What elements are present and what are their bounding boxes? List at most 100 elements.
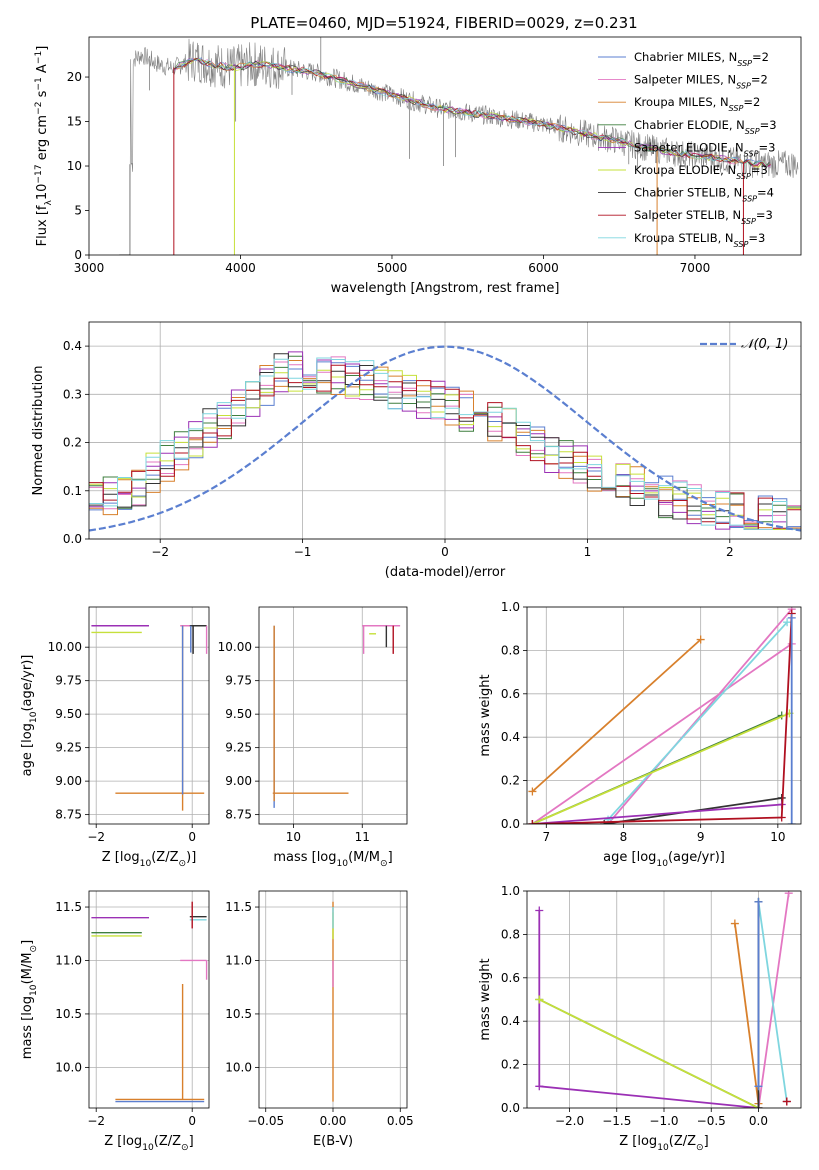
y-tick-label: 15	[67, 115, 82, 129]
legend-entry-sub: SSP	[742, 194, 757, 203]
y-tick-label: 0.6	[501, 687, 520, 701]
x-tick-label: 0	[188, 830, 196, 844]
legend-entry-sub: SSP	[737, 59, 752, 68]
y-tick-label: 8.75	[55, 808, 82, 822]
y-axis-label-part: Flux [f	[35, 205, 50, 246]
weight-point-marker	[782, 1097, 791, 1106]
x-tick-label: 7000	[680, 261, 711, 275]
mass_vs_Z-errorbars	[91, 901, 208, 1103]
x-axis-label: Z [log10(Z/Z⊙)]	[102, 850, 197, 869]
y-axis-label: mass [log10(M/M⊙]	[20, 940, 39, 1059]
model-spectrum	[175, 57, 771, 168]
y-tick-label: 0.2	[63, 436, 82, 450]
weight-point-marker	[787, 613, 796, 622]
weight-series-line	[607, 608, 793, 824]
legend-entry-sub: SSP	[741, 217, 756, 226]
x-tick-label: 11	[355, 830, 370, 844]
y-tick-label: 11.0	[225, 953, 252, 967]
x-tick-label: 6000	[528, 261, 559, 275]
x-axis-label-part: ]	[388, 850, 393, 865]
mass_vs_Z-axes: −2 0 10.0 10.5 11.0 11.5	[55, 891, 209, 1128]
y-tick-label: 9.75	[225, 674, 252, 688]
x-axis-label: mass [log10(M/M⊙]	[273, 850, 392, 869]
axes-frame	[88, 890, 210, 1109]
legend-entry: Kroupa ELODIE, NSSP=3	[634, 163, 768, 181]
x-axis-label: (data-model)/error	[385, 565, 506, 580]
legend-entry-value: =3	[760, 118, 777, 132]
weight-series-line	[757, 893, 790, 1108]
x-tick-label: −1.0	[649, 1114, 678, 1128]
y-axis-label: mass weight	[478, 958, 493, 1040]
legend-entry: Salpeter STELIB, NSSP=3	[634, 208, 773, 226]
x-tick-label: 2	[726, 545, 734, 559]
weight-point-marker	[730, 919, 739, 928]
y-axis-label: mass weight	[478, 674, 493, 756]
axes-frame	[526, 606, 802, 825]
weight-point-marker	[528, 787, 537, 796]
x-axis-label: wavelength [Angstrom, rest frame]	[331, 281, 560, 296]
x-axis-label-part: (Z/Z	[154, 1134, 181, 1149]
x-tick-label: 0	[188, 1114, 196, 1128]
weight-point-marker	[754, 897, 763, 906]
model-spectrum	[176, 57, 768, 168]
legend-entry-name: Salpeter MILES, N	[634, 73, 736, 87]
y-tick-label: 10.5	[55, 1007, 82, 1021]
weight-point-marker	[754, 1104, 763, 1108]
y-axis-label-part: 10	[29, 711, 39, 723]
x-tick-label: 1	[584, 545, 592, 559]
x-axis-label: Z [log10(Z/Z⊙]	[619, 1134, 708, 1153]
normal-curve	[89, 345, 801, 532]
age_vs_mass-axes: 10 11 8.75 9.00 9.25 9.50 9.75 10.00	[218, 607, 407, 844]
y-axis-label-part: ]	[20, 940, 35, 945]
y-tick-label: 1.0	[501, 884, 520, 898]
age_vs_Z-errorbars	[91, 625, 208, 811]
y-tick-label: 9.25	[225, 741, 252, 755]
x-tick-label: 5000	[377, 261, 408, 275]
legend-entry-name: Chabrier MILES, N	[634, 50, 737, 64]
y-axis-label-part: ]	[35, 46, 50, 51]
y-tick-label: 9.50	[55, 707, 82, 721]
x-tick-label: 3000	[74, 261, 105, 275]
weight-series-line	[532, 803, 782, 824]
x-tick-label: −2	[87, 1114, 105, 1128]
x-tick-label: −2	[151, 545, 169, 559]
y-axis-label-part: 10	[29, 984, 39, 996]
mass_vs_EBV-axes: −0.05 0.00 0.05 10.0 10.5 11.0 11.5	[225, 891, 414, 1128]
legend-entry-value: =2	[752, 50, 769, 64]
x-axis-label-part: ]	[704, 1134, 709, 1149]
y-axis-label-part: λ	[44, 200, 54, 206]
weight-series-line	[532, 712, 790, 824]
y-axis-label-part: mass [log	[20, 996, 35, 1059]
x-tick-label: −2	[87, 830, 105, 844]
legend-entry-value: =3	[748, 231, 765, 245]
legend-entry-name: Kroupa ELODIE, N	[634, 163, 736, 177]
y-tick-label: 0.4	[63, 339, 82, 353]
legend-entry-name: Kroupa STELIB, N	[634, 231, 734, 245]
y-axis-label: age [log10(age/yr)]	[20, 655, 39, 777]
y-tick-label: 0.2	[501, 1058, 520, 1072]
legend-entry-value: =2	[751, 73, 768, 87]
legend-entry-sub: SSP	[736, 172, 751, 181]
legend-entry-sub: SSP	[729, 104, 744, 113]
legend-entry-value: =3	[756, 208, 773, 222]
x-axis-label-part: ⊙	[179, 859, 187, 869]
y-tick-label: 0.1	[63, 484, 82, 498]
x-axis-label-part: mass [log	[273, 850, 336, 865]
y-tick-label: 8.75	[225, 808, 252, 822]
weight-point-marker	[777, 813, 786, 822]
legend-entry-sub: SSP	[745, 126, 760, 135]
weight-series-line	[538, 910, 759, 1108]
age_vs_Z-axes: −2 0 8.75 9.00 9.25 9.50 9.75 10.00	[48, 607, 209, 844]
x-tick-label: −2.0	[555, 1114, 584, 1128]
x-axis-label: age [log10(age/yr)]	[603, 850, 725, 869]
y-axis-label-part: s	[35, 90, 50, 101]
x-tick-label: 8	[620, 830, 628, 844]
legend-entry-name: Salpeter ELODIE, N	[634, 140, 744, 154]
weight-point-marker	[528, 820, 537, 824]
axes-frame	[88, 321, 802, 540]
x-tick-label: 9	[697, 830, 705, 844]
y-tick-label: 10.0	[55, 1060, 82, 1074]
x-tick-label: 7	[542, 830, 550, 844]
weight-point-marker	[784, 891, 793, 898]
